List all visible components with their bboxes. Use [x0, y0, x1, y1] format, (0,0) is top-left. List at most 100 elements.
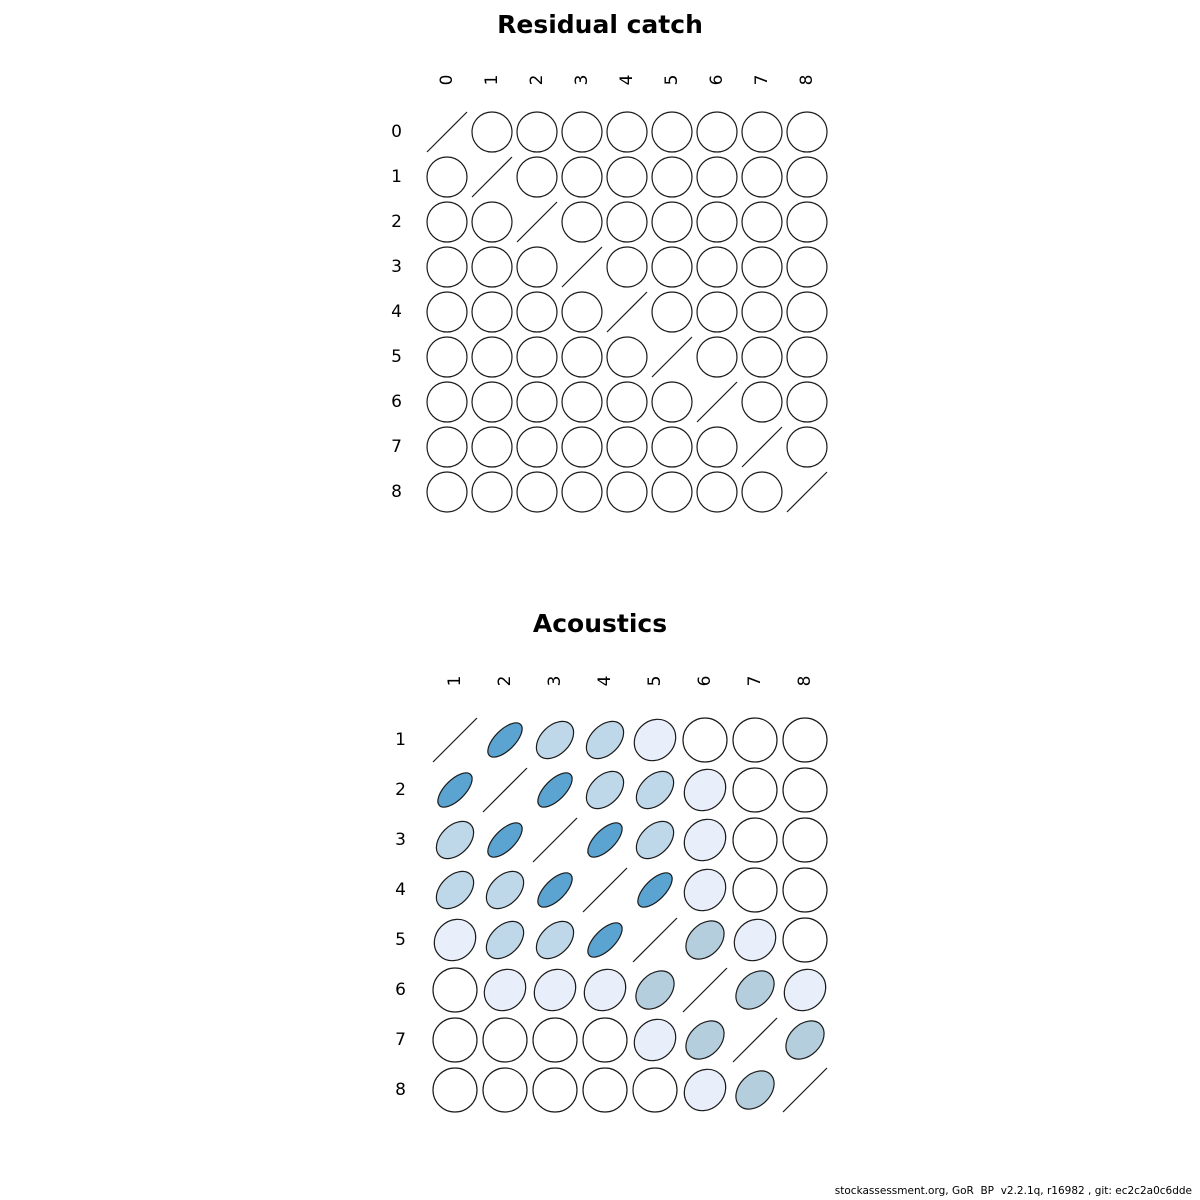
correlation-cell — [633, 1018, 677, 1062]
correlation-cell — [516, 381, 558, 423]
row-label: 1 — [391, 167, 402, 187]
correlation-cell — [587, 822, 623, 858]
correlation-cell — [741, 111, 783, 153]
correlation-cell — [696, 246, 738, 288]
correlation-cell — [561, 336, 603, 378]
correlation-cell — [471, 111, 513, 153]
row-label: 5 — [391, 347, 402, 367]
row-label: 7 — [391, 437, 402, 457]
diagonal-slash — [732, 1017, 778, 1063]
correlation-cell — [732, 767, 778, 813]
correlation-cell — [633, 718, 677, 762]
correlation-cell — [561, 201, 603, 243]
correlation-cell — [651, 111, 693, 153]
col-label: 4 — [617, 75, 637, 86]
correlation-cell — [606, 111, 648, 153]
correlation-cell — [516, 246, 558, 288]
correlation-cell — [786, 201, 828, 243]
correlation-cell — [516, 156, 558, 198]
row-label: 1 — [395, 730, 406, 750]
correlation-cell — [696, 426, 738, 468]
correlation-cell — [435, 870, 475, 910]
col-label: 1 — [445, 676, 465, 687]
correlation-cell — [585, 770, 625, 810]
correlation-cell — [732, 717, 778, 763]
correlation-cell — [487, 822, 523, 858]
correlation-cell — [651, 381, 693, 423]
col-label: 8 — [795, 676, 815, 687]
correlation-cell — [635, 770, 675, 810]
col-label: 7 — [745, 676, 765, 687]
correlation-cell — [651, 246, 693, 288]
col-label: 8 — [797, 75, 817, 86]
correlation-cell — [696, 336, 738, 378]
correlation-cell — [516, 111, 558, 153]
col-label: 2 — [495, 676, 515, 687]
correlation-cell — [732, 817, 778, 863]
diagonal-slash — [741, 426, 783, 468]
diagonal-slash — [696, 381, 738, 423]
correlation-cell — [786, 246, 828, 288]
diagonal-slash — [426, 111, 468, 153]
correlation-cell — [786, 111, 828, 153]
correlation-cell — [426, 471, 468, 513]
correlation-cell — [561, 471, 603, 513]
correlation-cell — [561, 111, 603, 153]
correlation-cell — [582, 1017, 628, 1063]
correlation-cell — [561, 156, 603, 198]
correlation-cell — [651, 291, 693, 333]
row-label: 8 — [391, 482, 402, 502]
correlation-cell — [683, 1068, 727, 1112]
correlation-cell — [606, 156, 648, 198]
correlation-cell — [532, 1017, 578, 1063]
correlation-cell — [587, 922, 623, 958]
plot-title-residual-catch: Residual catch — [497, 10, 703, 39]
correlation-cell — [635, 970, 675, 1010]
col-label: 4 — [595, 676, 615, 687]
correlation-cell — [471, 291, 513, 333]
row-label: 3 — [395, 830, 406, 850]
correlation-cell — [471, 201, 513, 243]
correlation-cell — [741, 381, 783, 423]
correlation-cell — [516, 291, 558, 333]
correlation-cell — [606, 336, 648, 378]
correlation-cell — [741, 336, 783, 378]
col-label: 6 — [707, 75, 727, 86]
correlation-cell — [782, 767, 828, 813]
correlation-cell — [585, 720, 625, 760]
row-label: 2 — [395, 780, 406, 800]
correlation-cell — [606, 201, 648, 243]
plot-title-acoustics: Acoustics — [532, 609, 668, 638]
correlation-cell — [426, 336, 468, 378]
correlation-cell — [741, 471, 783, 513]
correlation-cell — [732, 867, 778, 913]
diagonal-slash — [651, 336, 693, 378]
correlation-cell — [516, 336, 558, 378]
correlation-cell — [606, 381, 648, 423]
correlation-cell — [435, 820, 475, 860]
correlation-cell — [482, 1017, 528, 1063]
correlation-cell — [735, 1070, 775, 1110]
correlation-cell — [471, 426, 513, 468]
correlation-cell — [606, 246, 648, 288]
col-label: 7 — [752, 75, 772, 86]
figure-footer-attribution: stockassessment.org, GoR BP v2.2.1q, r16… — [834, 1185, 1192, 1197]
col-label: 6 — [695, 676, 715, 687]
correlation-cell — [432, 967, 478, 1013]
row-label: 2 — [391, 212, 402, 232]
correlation-cell — [433, 918, 477, 962]
correlation-cell — [786, 426, 828, 468]
diagonal-slash — [532, 817, 578, 863]
correlation-cell — [485, 870, 525, 910]
correlation-cell — [561, 426, 603, 468]
diagonal-slash — [471, 156, 513, 198]
row-label: 8 — [395, 1080, 406, 1100]
correlation-cell — [426, 156, 468, 198]
correlation-cell — [471, 336, 513, 378]
col-label: 5 — [662, 75, 682, 86]
correlation-cell — [561, 381, 603, 423]
row-label: 7 — [395, 1030, 406, 1050]
correlation-cell — [487, 722, 523, 758]
correlation-cell — [651, 426, 693, 468]
correlation-cell — [741, 246, 783, 288]
